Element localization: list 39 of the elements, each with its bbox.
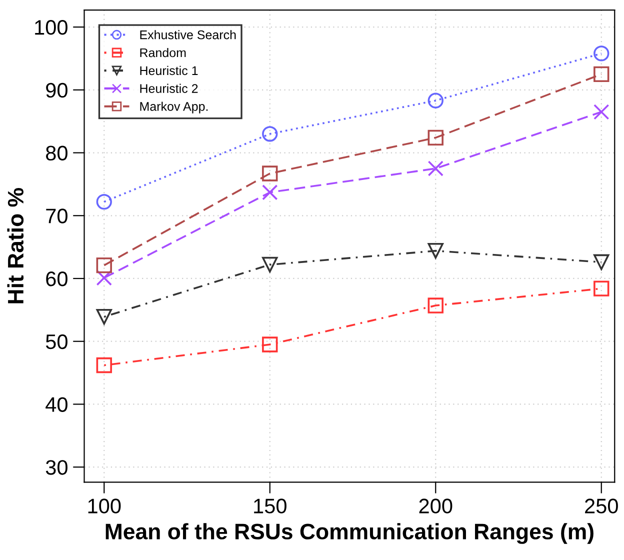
point [594,66,610,82]
point [262,256,278,273]
point [96,257,112,274]
point [262,184,278,200]
x-tick-label: 250 [585,498,618,514]
point [262,166,278,182]
point [428,92,444,108]
y-tick-label: 80 [46,146,68,161]
point [428,242,444,259]
point [594,104,610,120]
point [428,160,444,176]
x-tick-label: 150 [254,498,286,514]
x-tick-label: 100 [88,498,121,514]
legend-label: Exhustive Search [140,30,236,40]
point [594,46,610,62]
point [96,308,112,325]
point [96,270,112,286]
point [594,254,610,270]
point [428,130,444,146]
y-axis-title: Hit Ratio % [7,188,24,304]
x-axis-title: Mean of the RSUs Communication Ranges (m) [106,523,594,544]
y-tick-label: 30 [46,460,68,475]
y-tick-label: 90 [46,82,68,98]
point [594,280,610,296]
y-tick-label: 60 [46,271,68,286]
point [96,357,112,374]
point [96,194,112,210]
legend-label: Heuristic 2 [140,84,198,93]
point [262,126,278,142]
y-tick-label: 70 [46,208,68,224]
y-tick-label: 50 [46,334,68,350]
x-tick-label: 200 [419,498,452,514]
legend-label: Markov App. [140,102,208,114]
point [262,336,278,352]
legend-label: Random [140,48,186,58]
point [428,298,444,314]
y-tick-label: 40 [46,397,68,412]
legend-label: Heuristic 1 [140,66,198,76]
y-tick-label: 100 [35,20,68,35]
